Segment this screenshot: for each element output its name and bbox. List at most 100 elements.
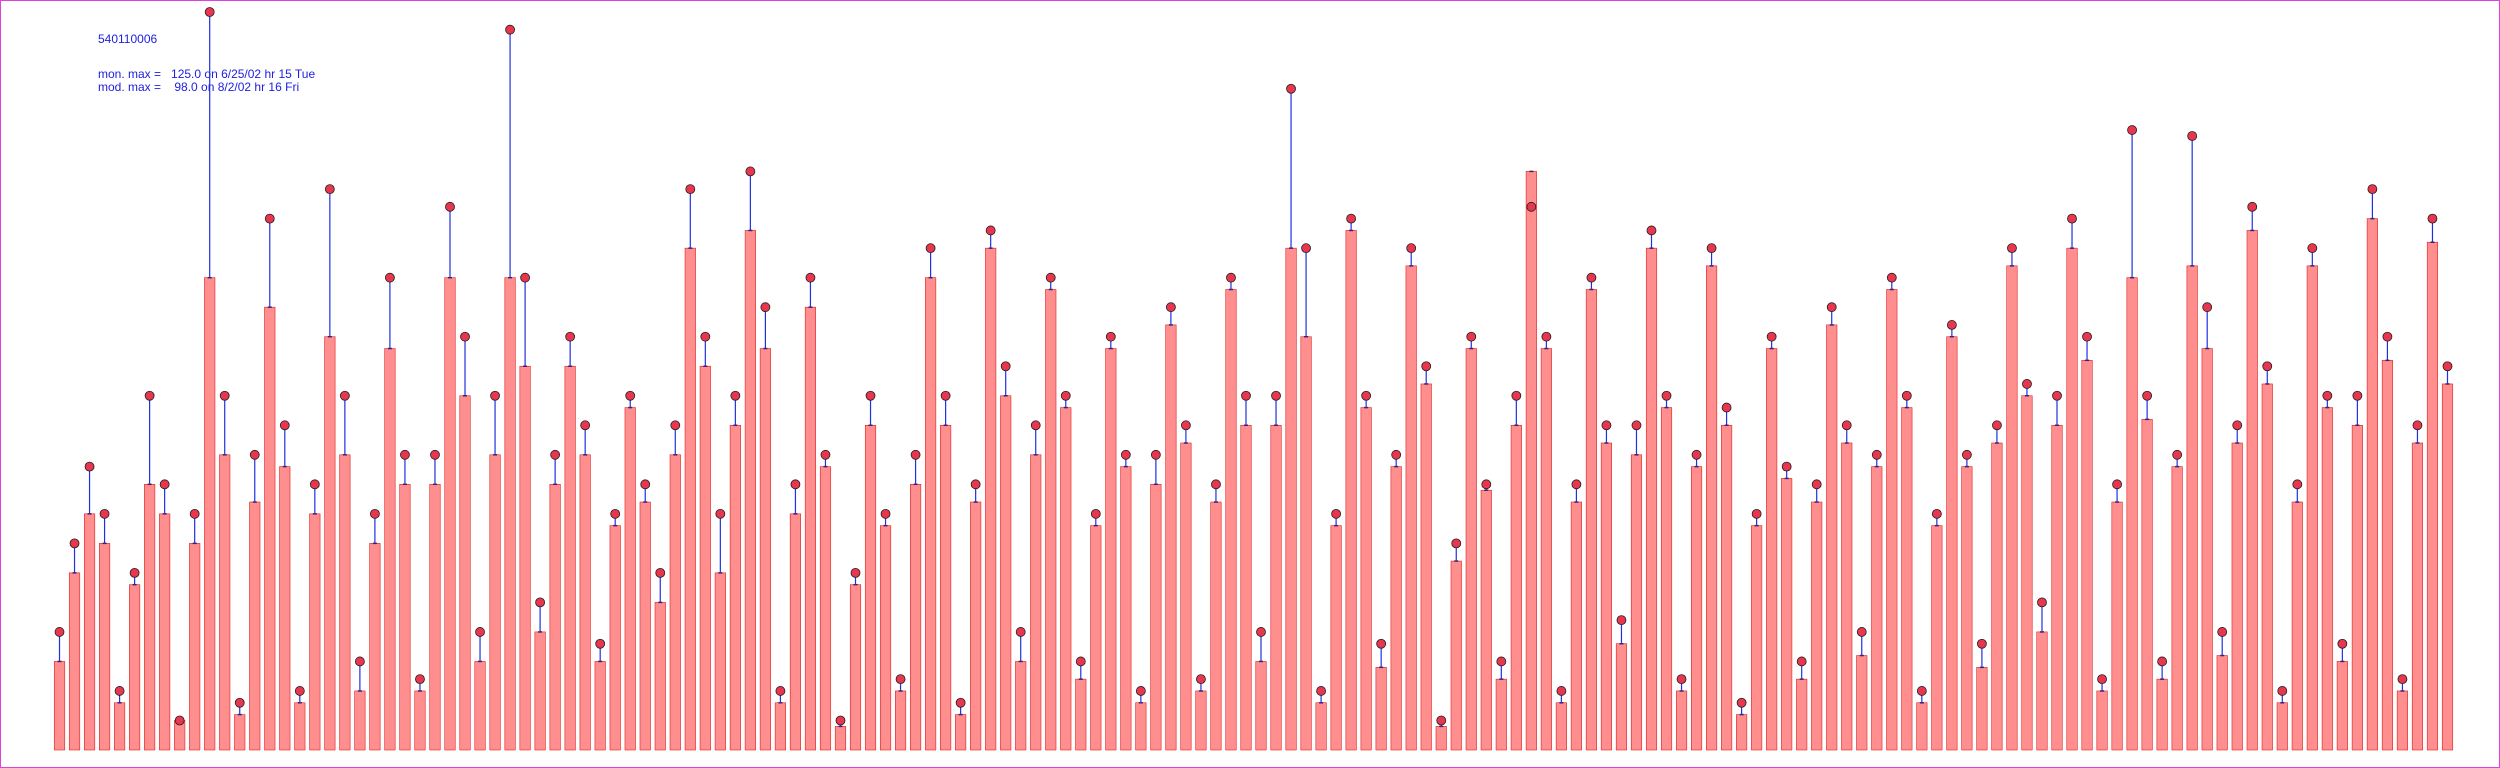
monitor-point — [249, 449, 260, 460]
monitor-point — [1826, 302, 1837, 313]
model-bar — [1600, 442, 1612, 751]
monitor-point — [1286, 83, 1296, 94]
monitor-point — [1391, 449, 1402, 460]
monitor-point — [1916, 686, 1927, 696]
monitor-point — [1451, 538, 1462, 549]
model-bar — [1961, 466, 1973, 751]
model-bar — [249, 501, 261, 751]
model-bar — [2156, 678, 2168, 751]
model-bar — [1015, 661, 1027, 751]
model-bar — [1360, 407, 1372, 751]
model-bar — [2321, 407, 2333, 751]
model-bar — [1585, 289, 1597, 751]
model-bar — [294, 702, 306, 751]
monitor-point — [339, 390, 350, 401]
model-bar — [1315, 702, 1327, 751]
model-bar — [910, 484, 922, 751]
model-bar — [474, 661, 486, 751]
monitor-point — [234, 697, 245, 708]
monitor-point — [595, 638, 606, 649]
model-bar — [2291, 501, 2303, 751]
monitor-point — [1601, 420, 1612, 431]
model-bar — [2171, 466, 2183, 751]
model-bar — [1856, 655, 1868, 751]
model-bar — [1450, 560, 1462, 751]
monitor-point — [505, 24, 515, 35]
monitor-point — [2097, 674, 2107, 685]
monitor-point — [1661, 390, 1672, 401]
model-bar — [309, 513, 321, 751]
model-bar — [1060, 407, 1072, 751]
model-bar — [1871, 466, 1883, 751]
monitor-point — [1150, 449, 1161, 460]
model-bar — [279, 466, 291, 751]
monitor-point — [2427, 213, 2438, 224]
model-bar — [1931, 525, 1943, 751]
model-bar — [339, 454, 351, 751]
model-bar — [2036, 631, 2048, 751]
model-bar — [1435, 726, 1447, 751]
monitor-point — [1421, 361, 1432, 372]
monitor-point — [1631, 420, 1642, 431]
monitor-point — [895, 674, 906, 685]
model-bar — [2066, 247, 2078, 751]
model-bar — [804, 306, 817, 751]
model-bar — [2381, 360, 2393, 751]
model-bar — [2081, 360, 2093, 751]
monitor-point — [1466, 331, 1477, 342]
model-bar — [609, 525, 621, 751]
model-bar — [2366, 218, 2378, 751]
annotation: mod. max = 98.0 on 8/2/02 hr 16 Fri — [98, 80, 299, 94]
model-bar — [1690, 466, 1703, 751]
monitor-point — [2337, 638, 2348, 649]
monitor-point — [324, 184, 335, 195]
monitor-point — [1496, 656, 1507, 667]
model-bar — [2231, 442, 2243, 751]
monitor-point — [2172, 449, 2183, 460]
model-bar — [1240, 424, 1252, 751]
monitor-point — [219, 390, 230, 401]
monitor-point — [385, 272, 395, 283]
model-bar — [1811, 501, 1823, 751]
model-bar — [129, 584, 141, 751]
monitor-point — [430, 449, 440, 460]
monitor-point — [805, 272, 816, 283]
model-bar — [2441, 383, 2454, 751]
model-bar — [1135, 702, 1147, 751]
monitor-point — [1706, 243, 1717, 254]
monitor-point — [1841, 420, 1852, 431]
monitor-point — [1181, 420, 1191, 431]
monitor-point — [1301, 243, 1311, 254]
model-bar — [1660, 407, 1673, 751]
monitor-point — [1691, 449, 1702, 460]
monitor-point — [1060, 390, 1071, 401]
model-bar — [429, 484, 441, 751]
monitor-point — [985, 225, 996, 236]
monitor-point — [2007, 243, 2017, 254]
model-bar — [1405, 265, 1417, 751]
model-bar — [1525, 171, 1537, 751]
monitor-point — [294, 686, 305, 696]
monitor-point — [2127, 125, 2137, 135]
model-bar — [1420, 383, 1432, 751]
monitor-point — [2442, 361, 2453, 372]
monitor-point — [2112, 479, 2122, 490]
model-bar — [654, 602, 666, 751]
model-bar — [2096, 690, 2108, 751]
monitor-point — [2202, 302, 2213, 313]
model-bar — [144, 484, 156, 751]
monitor-point — [760, 302, 771, 313]
monitor-point — [1736, 697, 1747, 708]
monitor-point — [1977, 638, 1987, 649]
monitor-point — [700, 331, 711, 342]
model-bar — [1796, 678, 1808, 751]
model-bar — [1120, 466, 1132, 751]
model-bar — [1000, 395, 1012, 751]
monitor-point — [745, 166, 756, 177]
model-bar — [2426, 241, 2439, 751]
monitor-point — [1406, 243, 1417, 254]
model-bar — [204, 277, 216, 751]
model-bar — [1480, 489, 1492, 751]
monitor-point — [1946, 320, 1957, 330]
monitor-point — [1511, 390, 1522, 401]
